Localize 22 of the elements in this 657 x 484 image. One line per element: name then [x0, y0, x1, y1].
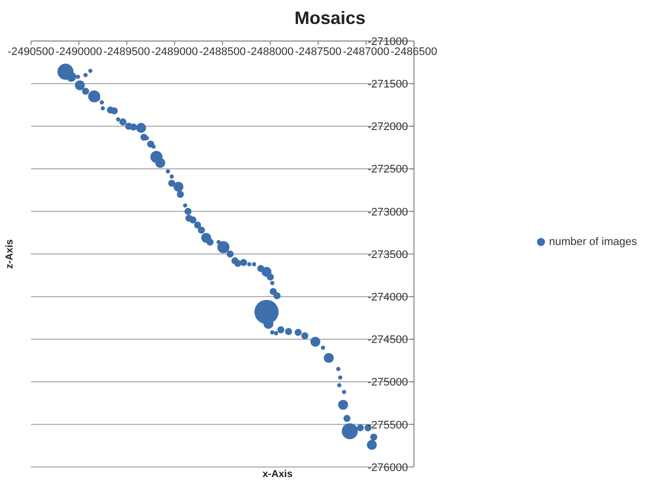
legend-label: number of images — [548, 236, 637, 248]
y-axis-title: z-Axis — [4, 239, 16, 269]
x-tick-label: -2489500 — [103, 46, 150, 58]
y-tick-label: -272500 — [368, 164, 408, 176]
x-tick-label: -2488000 — [247, 46, 294, 58]
y-tick-label: -275000 — [368, 376, 408, 389]
y-tick-label: -275500 — [368, 419, 408, 432]
y-tick-label: -276000 — [368, 462, 408, 474]
y-tick-label: -273500 — [368, 248, 408, 261]
y-tick-label: -271500 — [368, 78, 408, 91]
y-tick-label: -273000 — [368, 206, 408, 218]
x-tick-label: -2490000 — [56, 46, 102, 58]
y-tick-label: -274000 — [368, 292, 408, 304]
x-tick-label: -2489000 — [151, 46, 198, 58]
x-tick-label: -2487500 — [294, 46, 342, 58]
y-tick-label: -274500 — [368, 334, 408, 346]
chart-title: Mosaics — [293, 8, 367, 29]
x-tick-label: -2487000 — [342, 46, 390, 58]
x-axis-title: x-Axis — [262, 469, 292, 480]
x-tick-label: -2490500 — [8, 46, 54, 58]
y-tick-label: -272000 — [368, 121, 408, 134]
x-tick-label: -2488500 — [199, 46, 246, 58]
